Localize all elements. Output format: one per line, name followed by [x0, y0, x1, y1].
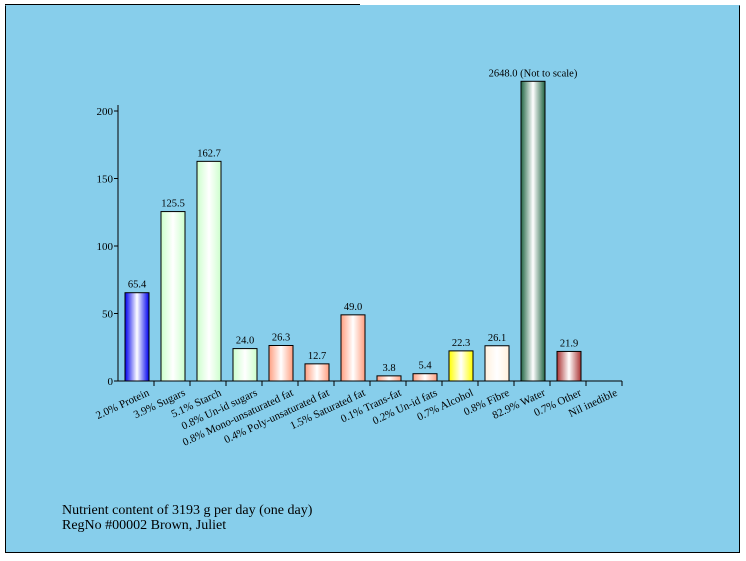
y-tick-label: 150 — [97, 174, 114, 186]
data-label: 5.4 — [418, 361, 432, 372]
bar — [412, 373, 438, 382]
bar — [232, 348, 258, 382]
frame-top-border — [5, 4, 360, 5]
data-label: 24.0 — [236, 336, 254, 347]
data-label: 26.1 — [488, 333, 506, 344]
footer-regno: RegNo #00002 Brown, Juliet — [62, 518, 227, 533]
data-label: 162.7 — [197, 148, 221, 159]
y-tick-label: 200 — [97, 106, 114, 118]
data-label: 125.5 — [161, 199, 185, 210]
bar — [484, 345, 510, 382]
bar — [376, 375, 402, 382]
y-tick-label: 50 — [102, 309, 114, 321]
bar — [448, 350, 474, 382]
data-label: 2648.0 (Not to scale) — [489, 68, 578, 79]
y-tick-label: 0 — [108, 376, 114, 388]
bar — [340, 314, 366, 382]
data-label: 49.0 — [344, 302, 362, 313]
data-label: 21.9 — [560, 338, 578, 349]
bar — [160, 211, 186, 382]
data-label: 12.7 — [308, 351, 326, 362]
data-label: 26.3 — [272, 332, 290, 343]
bar — [124, 292, 150, 382]
data-label: 22.3 — [452, 338, 470, 349]
data-label: 3.8 — [382, 363, 395, 374]
bar — [520, 80, 546, 382]
bar — [304, 363, 330, 382]
footer-nutrient-content: Nutrient content of 3193 g per day (one … — [62, 503, 313, 518]
bar — [196, 160, 222, 382]
y-tick-label: 100 — [97, 241, 114, 253]
bar — [268, 344, 294, 382]
chart-area — [5, 5, 740, 553]
bar — [556, 350, 582, 382]
data-label: 65.4 — [128, 280, 147, 291]
